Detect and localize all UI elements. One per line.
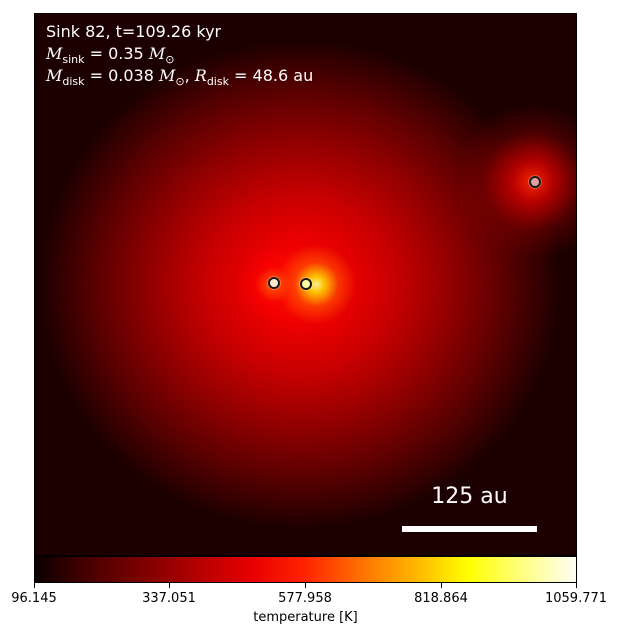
colorbar-tick (576, 583, 577, 588)
scale-bar-label: 125 au (431, 484, 508, 509)
temperature-map: Sink 82, t=109.26 kyr Msink = 0.35 M⊙ Md… (34, 13, 577, 556)
colorbar-tick (441, 583, 442, 588)
scale-bar (402, 526, 537, 532)
colorbar-tick (34, 583, 35, 588)
colorbar-tick-label: 337.051 (142, 591, 196, 606)
colorbar-tick-label: 1059.771 (544, 591, 608, 606)
disk-properties-label: Mdisk = 0.038 M⊙, Rdisk = 48.6 au (46, 66, 314, 89)
colorbar-tick (169, 583, 170, 588)
colorbar-tick-label: 818.864 (414, 591, 468, 606)
colorbar-tick (305, 583, 306, 588)
colorbar-tick-label: 577.958 (278, 591, 332, 606)
colorbar (34, 556, 577, 583)
sink-marker-right (300, 278, 312, 290)
colorbar-label: temperature [K] (253, 610, 358, 625)
sink-mass-label: Msink = 0.35 M⊙ (46, 44, 175, 67)
sink-marker-left (268, 277, 280, 289)
sink-marker-far (529, 176, 541, 188)
sink-time-label: Sink 82, t=109.26 kyr (46, 22, 222, 41)
colorbar-tick-label: 96.145 (11, 591, 57, 606)
